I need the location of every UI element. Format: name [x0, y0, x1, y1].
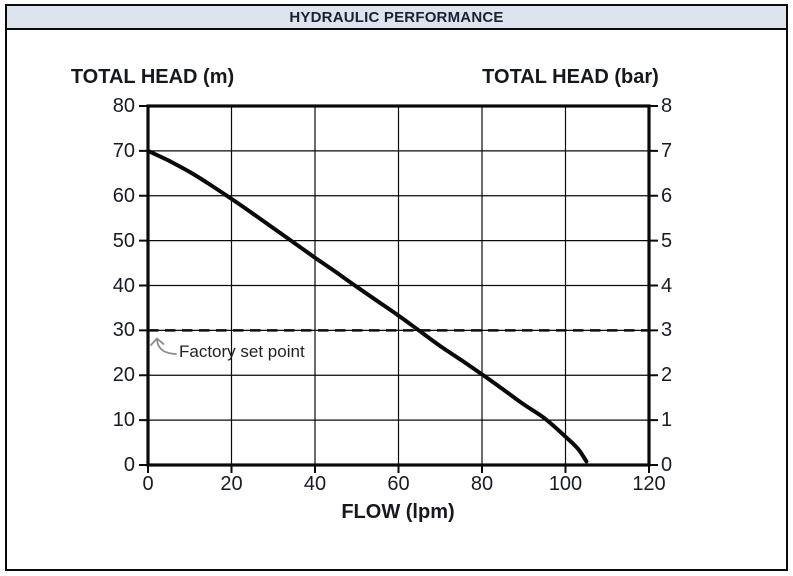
y-left-tick-label: 30 [112, 319, 135, 342]
x-tick-label: 40 [303, 473, 327, 495]
y-right-tick-label: 0 [661, 454, 673, 476]
right-axis-title: TOTAL HEAD (bar) [482, 66, 659, 88]
y-left-tick-label: 0 [123, 454, 135, 476]
y-left-tick-label: 80 [112, 95, 135, 117]
y-left-tick-label: 10 [112, 409, 135, 432]
annotation-arrow [156, 339, 177, 355]
x-tick-label: 120 [632, 473, 666, 495]
y-left-tick-label: 70 [112, 139, 135, 162]
left-axis-title: TOTAL HEAD (m) [70, 66, 235, 88]
x-tick-label: 80 [470, 473, 494, 495]
annotation-arrowhead [150, 337, 165, 346]
pump-curve [146, 148, 589, 464]
y-right-tick-label: 7 [661, 139, 673, 162]
x-tick-label: 0 [142, 473, 154, 495]
y-right-tick-label: 2 [661, 364, 673, 387]
x-axis-title: FLOW (lpm) [341, 501, 455, 523]
y-right-tick-label: 5 [661, 229, 673, 252]
panel-header: HYDRAULIC PERFORMANCE [5, 4, 788, 30]
x-tick-label: 60 [387, 473, 410, 495]
x-tick-label: 100 [548, 473, 583, 495]
x-tick-label: 20 [220, 473, 243, 495]
y-right-tick-label: 4 [661, 274, 673, 297]
y-right-tick-label: 6 [661, 184, 673, 207]
y-left-tick-label: 60 [112, 184, 135, 207]
y-right-tick-label: 8 [661, 95, 673, 117]
y-left-tick-label: 20 [112, 364, 135, 387]
panel-title: HYDRAULIC PERFORMANCE [289, 8, 504, 26]
factory-set-point-label: Factory set point [179, 342, 305, 361]
plot-border [146, 104, 651, 467]
y-left-tick-label: 40 [112, 274, 135, 297]
y-right-tick-label: 1 [661, 409, 673, 432]
y-left-tick-label: 50 [112, 229, 135, 252]
y-right-tick-label: 3 [661, 319, 673, 342]
datasheet-panel [5, 4, 788, 571]
